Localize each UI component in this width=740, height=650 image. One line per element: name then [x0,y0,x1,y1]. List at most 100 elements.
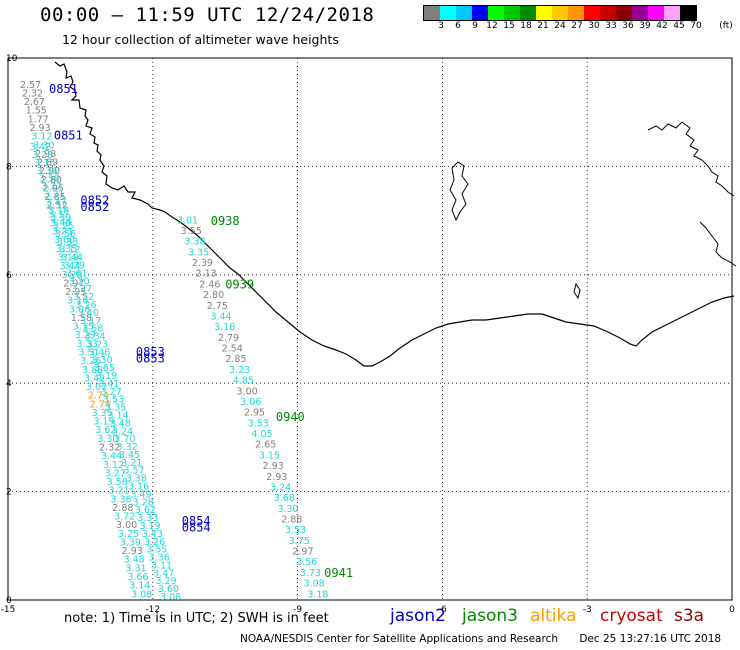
wave-height-value: 3.40 [78,308,99,319]
x-tick-label: -6 [438,605,447,615]
colorbar-label: 70 [690,21,702,31]
wave-height-value: 3.28 [61,270,82,281]
wave-height-value: 3.35 [188,247,209,258]
wave-height-value: 3.12 [103,460,124,471]
wave-height-value: 3.88 [82,365,103,376]
wave-height-value: 3.70 [114,434,135,445]
wave-height-value: 2.80 [203,290,224,301]
colorbar-swatch [424,6,440,20]
wave-height-value: 3.66 [127,572,148,583]
wave-height-value: 3.27 [101,387,122,398]
colorbar-swatch [648,6,664,20]
wave-height-value: 3.48 [124,555,145,566]
wave-height-value: 2.13 [196,269,217,280]
wave-height-value: 3.33 [137,513,158,524]
wave-height-value: 4.05 [251,429,272,440]
map-title: 00:00 – 11:59 UTC 12/24/2018 [40,4,375,26]
coastline [54,61,737,367]
colorbar-label: 12 [486,21,498,31]
wave-height-value: 3.16 [128,482,149,493]
wave-height-value: 3.18 [214,322,235,333]
wave-height-value: 3.23 [229,365,250,376]
colorbar-label: 33 [605,21,617,31]
wave-height-value: 3.25 [53,221,74,232]
wave-height-value: 3.20 [69,276,90,287]
wave-height-value: 2.65 [255,440,276,451]
wave-height-value: 3.39 [50,213,71,224]
wave-height-value: 3.44 [101,451,122,462]
wave-height-value: 3.65 [94,363,115,374]
island-cape [573,282,581,300]
wave-height-value: 3.14 [129,581,150,592]
colorbar-swatch [616,6,632,20]
wave-height-value: 3.34 [85,332,106,343]
colorbar-swatch [680,6,696,20]
wave-height-value: 3.31 [125,563,146,574]
wave-height-value: 2.95 [43,183,64,194]
y-tick-label: 2 [6,488,12,498]
x-tick-label: -12 [145,605,160,615]
wave-height-value: 2.85 [225,354,246,365]
wave-height-value: 3.21 [52,227,73,238]
wave-height-value: 2.75 [207,301,228,312]
wave-height-value: 2.80 [41,175,62,186]
wave-height-value: 3.32 [117,442,138,453]
wave-height-value: 2.32 [22,88,43,99]
y-tick-label: 8 [6,162,12,172]
colorbar-swatch [552,6,568,20]
wave-height-value: 3.29 [75,330,96,341]
wave-height-value: 3.48 [50,218,71,229]
wave-height-value: 3.17 [80,316,101,327]
wave-height-value: 3.26 [75,300,96,311]
wave-height-value: 2.54 [222,344,243,355]
wave-height-value: 4.85 [233,376,254,387]
wave-height-value: 3.25 [118,529,139,540]
wave-height-value: 3.62 [95,425,116,436]
wave-height-value: 3.31 [43,189,64,200]
wave-height-value: 3.00 [237,386,258,397]
wave-height-value: 3.07 [86,382,107,393]
wave-height-value: 3.36 [37,166,58,177]
wave-height-value: 3.26 [80,356,101,367]
wave-height-value: 3.73 [300,568,321,579]
wave-height-value: 3.55 [146,545,167,556]
colorbar-label: 36 [622,21,634,31]
legend-altika: altika [530,606,577,626]
wave-height-value: 3.08 [131,589,152,600]
y-tick-label: 6 [6,271,12,281]
legend-cryosat: cryosat [600,606,663,626]
wave-height-values: 2.572.322.671.551.772.933.123.302.982.89… [20,80,328,603]
island-east [699,221,737,267]
wave-height-value: 3.47 [153,568,174,579]
pass-time-label: 0851 [49,82,78,96]
wave-height-value: 2.95 [244,408,265,419]
wave-height-value: 3.61 [66,268,87,279]
wave-height-value: 3.14 [107,410,128,421]
wave-height-value: 3.29 [155,576,176,587]
colorbar-label: 18 [520,21,532,31]
credit-text: NOAA/NESDIS Center for Satellite Applica… [240,633,558,645]
wave-height-value: 3.53 [103,395,124,406]
colorbar-swatch [632,6,648,20]
pass-time-label: 0852 [80,200,109,214]
wave-height-value: 3.12 [59,245,80,256]
wave-height-value: 2.32 [99,442,120,453]
colorbar-label: 39 [639,21,651,31]
wave-height-value: 3.24 [112,426,133,437]
west-africa-coastline [54,61,735,367]
niger-delta-coast [647,121,735,197]
wave-height-value: 3.57 [123,466,144,477]
legend-jason3: jason3 [462,606,518,626]
wave-height-value: 3.41 [98,379,119,390]
bioko-coast [449,161,469,222]
pass-time-label: 0854 [182,514,211,528]
wave-height-value: 3.46 [89,347,110,358]
wave-height-value: 1.58 [71,313,92,324]
wave-height-value: 3.30 [91,355,112,366]
wave-height-value: 3.26 [144,537,165,548]
wave-height-value: 3.27 [105,468,126,479]
map-subtitle: 12 hour collection of altimeter wave hei… [62,32,339,47]
colorbar-label: 9 [472,21,478,31]
colorbar-label: 3 [438,21,444,31]
colorbar-label: 24 [554,21,566,31]
